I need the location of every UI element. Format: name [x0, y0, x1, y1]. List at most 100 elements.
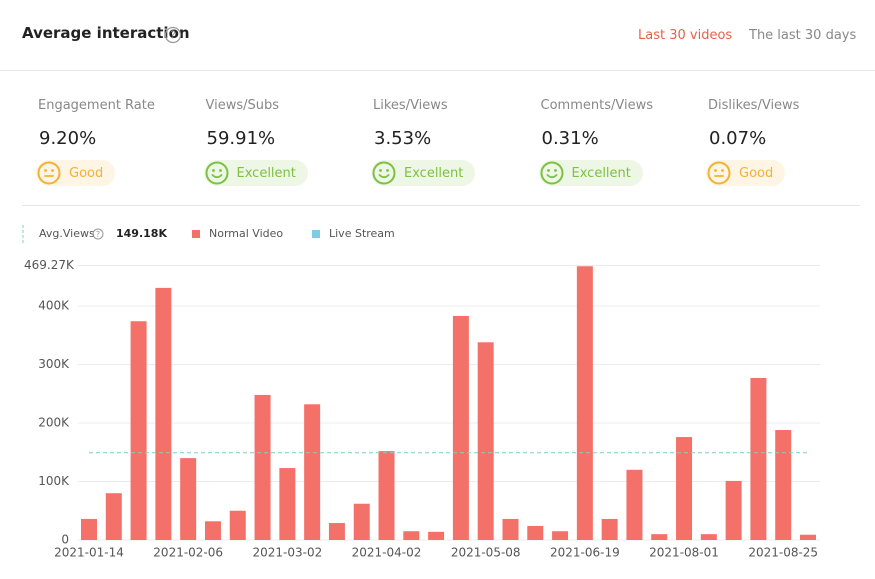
bar: [304, 404, 321, 540]
metric-label: Likes/Views: [373, 98, 448, 113]
bar: [130, 321, 147, 540]
bar: [651, 534, 668, 540]
bar: [452, 315, 469, 540]
eye: [386, 169, 389, 172]
y-tick-label: 0: [61, 533, 69, 547]
legend-swatch: [192, 230, 200, 238]
legend-swatch: [312, 230, 320, 238]
help-icon[interactable]: ?: [164, 26, 182, 44]
legend-label: Avg.Views: [39, 227, 95, 240]
metric-value: 9.20%: [39, 128, 97, 149]
help-icon[interactable]: ?: [92, 228, 104, 240]
bar: [229, 510, 246, 540]
mouth: [211, 174, 222, 179]
rating-badge: Excellent: [538, 160, 643, 186]
metric-label: Views/Subs: [205, 98, 280, 113]
x-tick-label: 2021-08-01: [649, 546, 719, 560]
x-tick-label: 2021-02-06: [153, 546, 223, 560]
help-circle: [92, 228, 104, 240]
bar: [378, 451, 395, 540]
rating-text: Excellent: [236, 165, 296, 181]
bar: [552, 531, 569, 540]
bar: [204, 521, 221, 540]
mouth: [378, 174, 390, 179]
tab[interactable]: Last 30 videos: [638, 28, 733, 43]
metric-label: Comments/Views: [540, 98, 653, 113]
rating-icon: [707, 161, 731, 185]
bar: [279, 468, 296, 540]
eye: [44, 169, 47, 172]
rating-badge: Excellent: [371, 160, 476, 186]
rating-badge: Excellent: [203, 160, 308, 186]
x-tick-label: 2021-05-08: [451, 546, 521, 560]
title: Average interaction: [22, 24, 190, 42]
y-tick-label: 200K: [38, 416, 70, 430]
rating-text: Excellent: [404, 165, 464, 181]
divider: [0, 70, 875, 71]
svg-text:?: ?: [170, 29, 176, 42]
bar: [105, 493, 122, 540]
eye: [211, 169, 215, 172]
eye: [721, 169, 724, 172]
bar: [750, 377, 767, 540]
x-tick-label: 2021-08-25: [748, 546, 818, 560]
x-tick-label: 2021-04-02: [352, 546, 422, 560]
divider: [22, 205, 860, 206]
x-tick-label: 2021-03-02: [252, 546, 322, 560]
bar: [725, 480, 742, 540]
rating-badge: Good: [36, 160, 116, 186]
bar: [626, 469, 643, 540]
tab[interactable]: The last 30 days: [749, 28, 857, 43]
bar: [180, 458, 197, 540]
bar: [403, 531, 420, 540]
bar: [676, 437, 693, 540]
legend-label: Normal Video: [209, 227, 283, 240]
rating-text: Excellent: [571, 165, 631, 181]
bar: [477, 342, 494, 540]
metric-value: 0.07%: [709, 128, 767, 149]
legend-label: Live Stream: [329, 227, 395, 240]
rating-icon: [540, 161, 563, 185]
bar: [502, 518, 519, 540]
y-tick-label: 469.27K: [24, 258, 75, 272]
face: [372, 161, 396, 185]
bar: [254, 394, 271, 540]
eye: [51, 169, 54, 172]
bar: [800, 534, 816, 540]
rating-badge: Good: [706, 160, 786, 186]
avg-value: 149.18K: [116, 227, 167, 240]
bar: [700, 534, 717, 540]
bar: [328, 523, 345, 540]
eye: [714, 169, 717, 172]
metric-value: 59.91%: [206, 128, 276, 149]
bar: [601, 518, 618, 540]
bar: [353, 503, 370, 540]
face: [540, 161, 563, 185]
y-tick-label: 100K: [38, 474, 70, 488]
x-tick-label: 2021-01-14: [54, 546, 124, 560]
help-mark: ?: [96, 230, 100, 239]
mouth: [546, 174, 557, 179]
rating-icon: [205, 161, 228, 185]
chart: Avg.Views? 149.18K Normal Video Live Stream…: [22, 225, 820, 560]
metric-label: Engagement Rate: [38, 98, 155, 113]
bar: [775, 430, 792, 540]
metric-value: 3.53%: [374, 128, 432, 149]
rating-text: Good: [739, 165, 774, 181]
y-tick-label: 300K: [38, 357, 70, 371]
face: [205, 161, 228, 185]
face: [37, 161, 61, 185]
rating-icon: [37, 161, 61, 185]
y-tick-label: 400K: [38, 299, 70, 313]
eye: [379, 169, 382, 172]
eye: [218, 169, 222, 172]
eye: [553, 169, 557, 172]
face: [707, 161, 731, 185]
bar: [527, 525, 544, 540]
bar: [428, 531, 445, 540]
bar: [81, 518, 97, 540]
bar: [576, 266, 593, 540]
rating-text: Good: [69, 165, 104, 181]
metric-value: 0.31%: [541, 128, 599, 149]
